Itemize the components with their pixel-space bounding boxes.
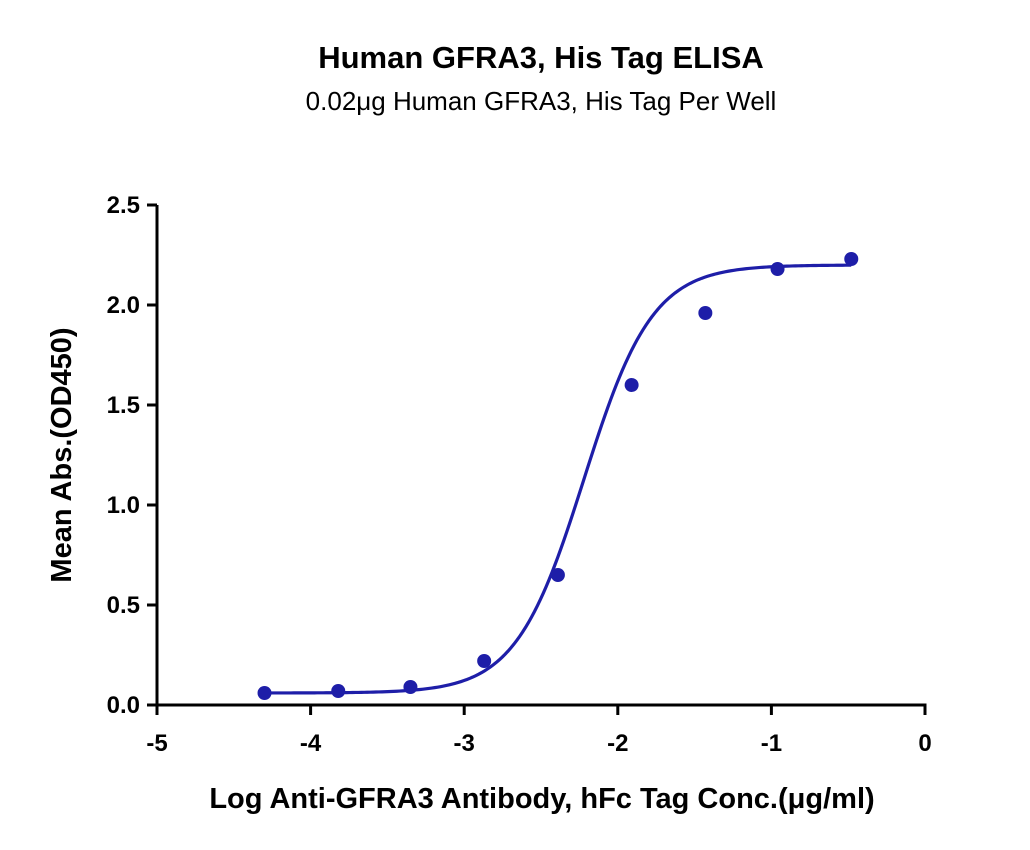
y-tick-label: 0.5 xyxy=(107,592,140,619)
chart-subtitle: 0.02μg Human GFRA3, His Tag Per Well xyxy=(306,86,777,116)
x-tick-label: -4 xyxy=(300,730,322,757)
data-point xyxy=(550,568,565,582)
y-tick-label: 1.5 xyxy=(107,392,140,419)
x-axis-label: Log Anti-GFRA3 Antibody, hFc Tag Conc.(μ… xyxy=(209,783,874,815)
y-tick-label: 0.0 xyxy=(107,692,140,719)
data-point xyxy=(477,654,492,668)
x-tick-label: -1 xyxy=(761,730,782,757)
y-axis-label: Mean Abs.(OD450) xyxy=(46,327,78,582)
data-point xyxy=(698,306,713,320)
y-tick-label: 2.0 xyxy=(107,292,140,319)
x-tick-label: 0 xyxy=(918,730,931,757)
data-point xyxy=(624,378,639,392)
data-point xyxy=(257,686,272,700)
y-tick-label: 1.0 xyxy=(107,492,140,519)
x-tick-label: -5 xyxy=(146,730,167,757)
chart-title: Human GFRA3, His Tag ELISA xyxy=(318,40,764,75)
data-point xyxy=(403,680,418,694)
axes: 0.0 0.5 1.0 1.5 2.0 2.5 -5 -4 -3 -2 -1 0 xyxy=(107,192,932,757)
data-point xyxy=(331,684,346,698)
fit-curve xyxy=(264,263,852,695)
data-point xyxy=(844,252,859,266)
x-tick-label: -2 xyxy=(607,730,628,757)
x-tick-label: -3 xyxy=(454,730,475,757)
y-tick-label: 2.5 xyxy=(107,192,140,219)
plot-area xyxy=(257,252,859,700)
data-point xyxy=(770,262,785,276)
